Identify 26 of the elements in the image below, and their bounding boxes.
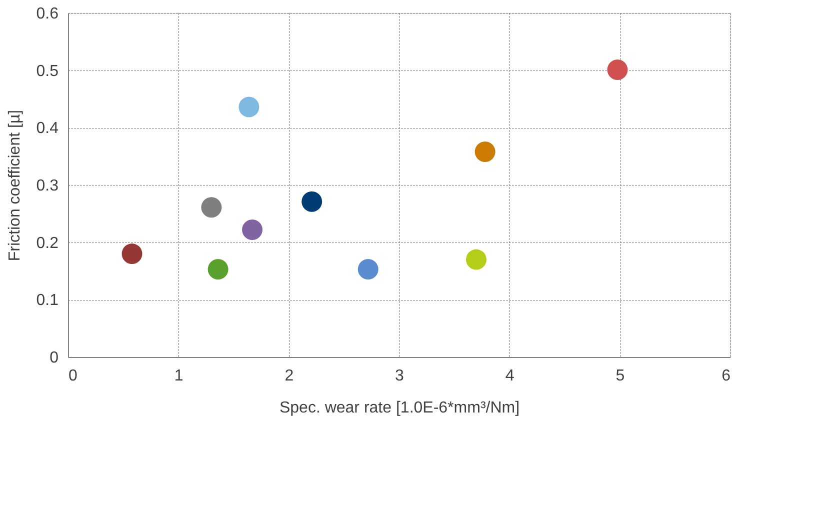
- point: [242, 219, 263, 240]
- x-tick-label: 0: [68, 368, 78, 384]
- y-tick-label: 0.4: [36, 120, 59, 138]
- y-tick-label: 0.3: [36, 178, 59, 194]
- x-tick-label: 6: [722, 368, 731, 384]
- y-tick-label: 0: [50, 350, 59, 366]
- point: [474, 142, 496, 162]
- x-tick-label: 3: [395, 368, 404, 384]
- x-tick-label: 1: [174, 368, 184, 384]
- point: [122, 244, 142, 264]
- point: [201, 197, 222, 218]
- y-tick-label: 0.2: [36, 234, 59, 252]
- point: [466, 249, 486, 270]
- y-tick-label: 0.1: [36, 292, 59, 310]
- point: [238, 96, 260, 118]
- y-tick-label: 0.5: [36, 62, 59, 80]
- point: [302, 191, 322, 212]
- point: [607, 60, 628, 80]
- y-axis-title: Friction coefficient [µ]: [6, 110, 24, 262]
- y-tick-label: 0.6: [36, 6, 59, 22]
- x-tick-label: 4: [505, 368, 514, 384]
- x-tick-label: 2: [284, 368, 294, 384]
- point: [208, 259, 228, 280]
- point: [358, 259, 378, 280]
- x-axis-title: Spec. wear rate [1.0E-6*mm³/Nm]: [279, 400, 520, 416]
- x-tick-label: 5: [616, 368, 625, 384]
